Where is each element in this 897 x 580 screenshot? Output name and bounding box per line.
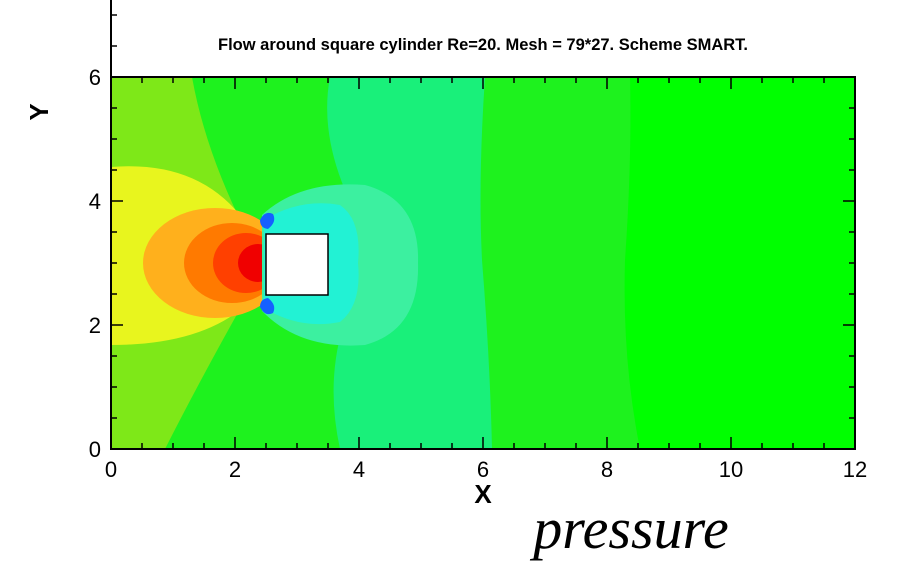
y-tick-label: 0 (89, 437, 101, 462)
x-tick-label: 10 (719, 457, 743, 482)
axis-tick-labels: 0 2 4 6 8 10 12 0 2 4 6 (89, 65, 867, 482)
contour-level-corner-bottom (260, 298, 275, 315)
x-tick-label: 0 (105, 457, 117, 482)
square-cylinder-obstacle (265, 233, 329, 296)
x-tick-label: 12 (843, 457, 867, 482)
plot-title: Flow around square cylinder Re=20. Mesh … (218, 36, 748, 54)
x-tick-label: 4 (353, 457, 365, 482)
y-tick-label: 2 (89, 313, 101, 338)
contour-level-corner-top (260, 212, 275, 229)
y-tick-label: 6 (89, 65, 101, 90)
y-axis-title: Y (24, 103, 54, 120)
x-tick-label: 2 (229, 457, 241, 482)
x-tick-label: 6 (477, 457, 489, 482)
y-tick-label: 4 (89, 189, 101, 214)
axis-ticks (110, 14, 856, 450)
contour-level-far-wake (624, 77, 855, 449)
contour-field (111, 77, 855, 449)
x-tick-label: 8 (601, 457, 613, 482)
x-axis-title: X (474, 479, 492, 509)
figure-caption: pressure (529, 496, 728, 561)
